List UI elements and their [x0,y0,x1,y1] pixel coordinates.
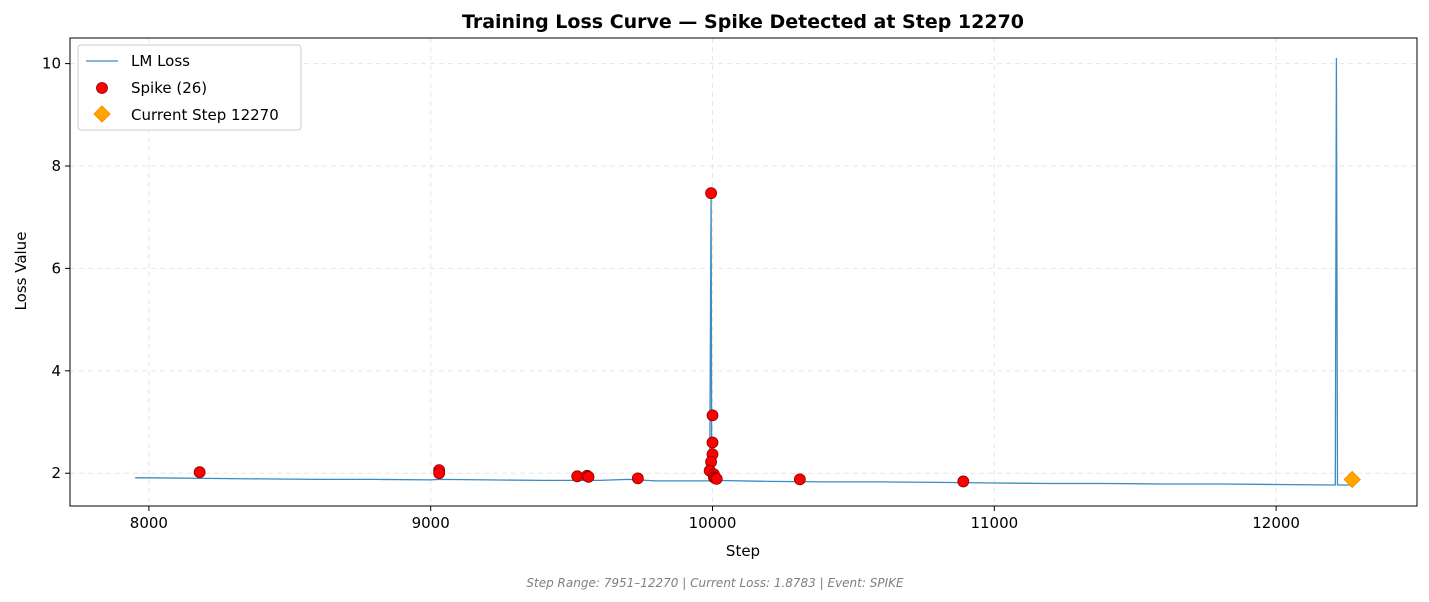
spike-point [957,475,970,488]
plot-area [135,57,1361,489]
plot-frame [69,37,1418,507]
series-lm-loss-line [135,57,1353,486]
spike-point [582,470,595,483]
y-axis-label: Loss Value [12,232,30,311]
x-tick-label: 10000 [689,514,737,532]
x-tick-label: 8000 [130,514,168,532]
legend-label-lm-loss: LM Loss [131,52,190,70]
legend-label-spike: Spike (26) [131,79,207,97]
spike-point [571,470,584,483]
x-tick-label: 11000 [970,514,1018,532]
spike-point [706,409,719,422]
legend-spike-swatch [96,82,108,94]
grid [70,38,1417,506]
y-tick-label: 2 [51,464,61,482]
legend: LM Loss Spike (26) Current Step 12270 [77,44,302,131]
spike-point [710,472,723,485]
spike-point [793,473,806,486]
current-step-marker [1343,470,1361,489]
spike-point [706,436,719,449]
legend-current-swatch [93,105,111,123]
y-tick-label: 4 [51,362,61,380]
x-axis-label: Step [726,542,760,560]
legend-box [77,44,302,131]
spike-point [631,472,644,485]
y-tick-label: 6 [51,259,61,277]
spike-point [705,187,717,200]
y-tick-label: 10 [42,55,61,73]
spike-point [433,467,446,480]
x-tick-label: 12000 [1252,514,1300,532]
axis-ticks: 8000 9000 10000 11000 12000 2 4 6 8 10 [42,55,1300,532]
footer-caption: Step Range: 7951–12270 | Current Loss: 1… [526,576,904,590]
x-tick-label: 9000 [412,514,450,532]
y-tick-label: 8 [51,157,61,175]
legend-label-current-step: Current Step 12270 [131,106,279,124]
spike-point [193,466,206,479]
chart-title: Training Loss Curve — Spike Detected at … [462,11,1024,33]
